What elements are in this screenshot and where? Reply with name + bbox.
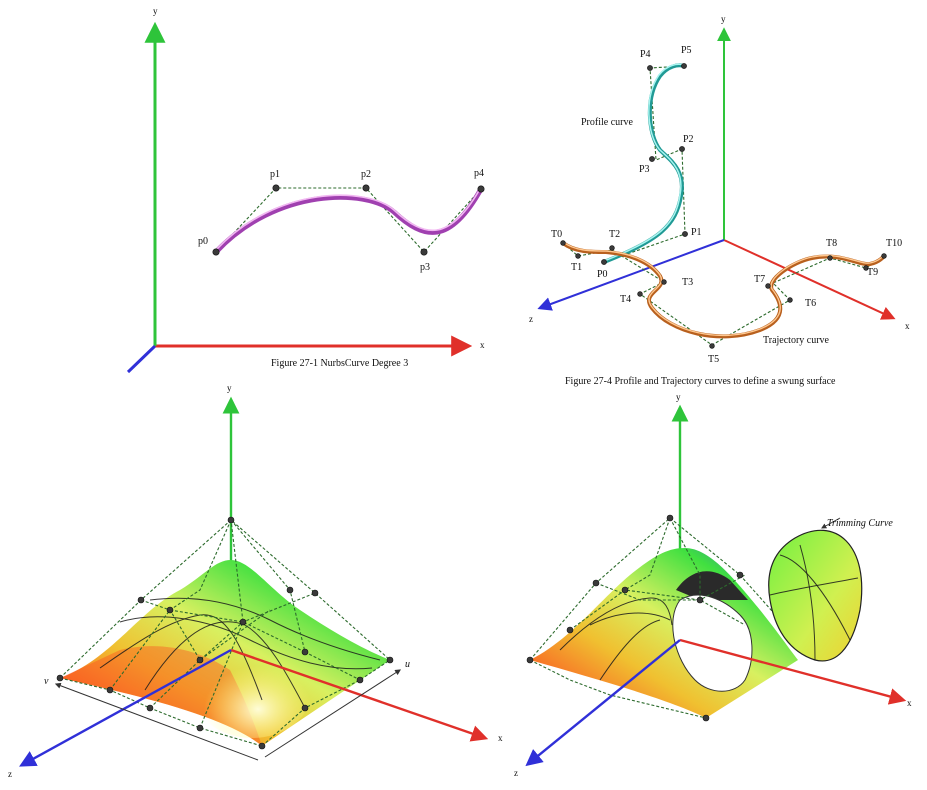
trimming-curve-label: Trimming Curve [827,518,893,529]
label-T4: T4 [620,294,631,305]
profile-point-p5 [681,63,687,69]
profile-control-polygon [603,65,686,263]
x-axis-label: x [907,698,912,708]
label-T7: T7 [754,274,765,285]
control-point-p1 [272,184,280,192]
label-T3: T3 [682,277,693,288]
x-axis [679,638,907,705]
label-T2: T2 [609,229,620,240]
profile-point-p4 [647,65,653,71]
caption-figure-27-1: Figure 27-1 NurbsCurve Degree 3 [271,358,408,369]
label-P1: P1 [691,227,702,238]
trimmed-surface-figure: y x [514,392,912,778]
trajectory-point-t9 [863,265,869,271]
label-T10: T10 [886,238,902,249]
trajectory-point-t6 [787,297,793,303]
control-net [529,517,781,719]
trajectory-point-t10 [881,253,887,259]
label-P4: P4 [640,49,651,60]
x-axis [723,239,896,320]
profile-curve-label: Profile curve [581,117,633,128]
profile-point-p1 [682,231,688,237]
trajectory-point-t1 [575,253,581,259]
figure-27-1: x y p0 p1 p2 p3 p4 Figure 27-1 NurbsCurv… [126,6,485,374]
nurbs-curve [213,186,484,255]
z-axis-label: z [8,769,12,779]
profile-point-p2 [679,146,685,152]
y-axis-label: y [721,14,726,24]
iso-curve [559,597,673,651]
iso-curve [599,619,661,681]
label-P3: P3 [639,164,650,175]
label-p0: p0 [198,236,208,247]
x-axis-label: x [905,321,910,331]
iso-curve [589,612,671,626]
x-axis-label: x [480,340,485,350]
label-p1: p1 [270,169,280,180]
surface-backface [676,571,748,600]
trajectory-point-t8 [827,255,833,261]
z-axis [126,344,157,374]
control-points [56,516,394,750]
trimming-curve-pointer [821,517,841,529]
y-axis-label: y [676,392,681,402]
label-p2: p2 [361,169,371,180]
trajectory-point-t5 [709,343,715,349]
control-point-p3 [420,248,428,256]
label-T8: T8 [826,238,837,249]
trajectory-point-t7 [765,283,771,289]
trimmed-hole [672,594,753,692]
v-direction-arrow [54,682,259,761]
iso-curve [144,621,306,709]
y-axis-label: y [153,6,158,16]
iso-curve [119,616,373,670]
caption-figure-27-4: Figure 27-4 Profile and Trajectory curve… [565,376,836,387]
label-P0: P0 [597,269,608,280]
trajectory-curve [561,241,886,339]
x-axis [230,648,489,742]
u-label: u [405,659,410,670]
x-axis-label: x [498,733,503,743]
z-axis [19,648,232,767]
label-T5: T5 [708,354,719,365]
label-T1: T1 [571,262,582,273]
v-label: v [44,676,49,687]
z-axis-label: z [529,314,533,324]
figure-27-4: x y z P0 P1 P2 P3 P4 P5 Profile curve [529,14,910,387]
trajectory-point-t3 [661,279,667,285]
trajectory-curve-label: Trajectory curve [763,335,830,346]
nurbs-surface-figure: y [8,383,503,779]
control-points [526,514,744,722]
profile-point-p0 [601,259,607,265]
z-axis [525,639,681,767]
label-T0: T0 [551,229,562,240]
iso-curve [149,597,381,661]
control-point-p2 [362,184,370,192]
z-axis-label: z [514,768,518,778]
control-point-p0 [212,248,220,256]
label-p3: p3 [420,262,430,273]
profile-point-p3 [649,156,655,162]
control-point-p4 [477,185,485,193]
label-p4: p4 [474,168,484,179]
label-P2: P2 [683,134,694,145]
u-direction-arrow [264,669,402,758]
label-P5: P5 [681,45,692,56]
trajectory-point-t0 [560,240,566,246]
trajectory-point-t4 [637,291,643,297]
trimmed-piece [768,529,863,662]
trajectory-point-t2 [609,245,615,251]
label-T9: T9 [867,267,878,278]
label-T6: T6 [805,298,816,309]
z-axis [537,239,725,311]
y-axis-label: y [227,383,232,393]
